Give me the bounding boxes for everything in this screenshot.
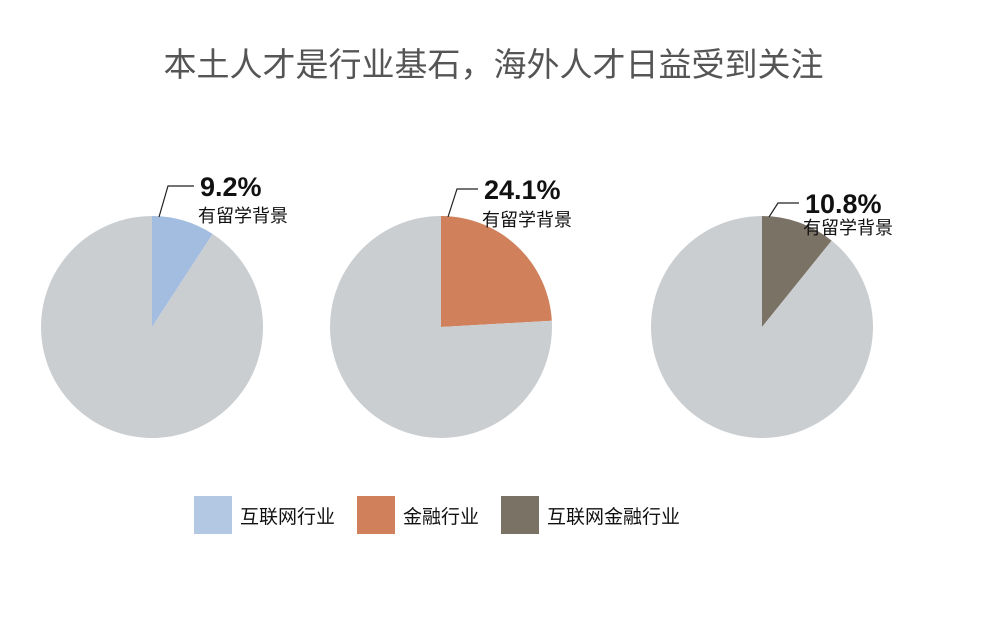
legend-label-internet-finance: 互联网金融行业 bbox=[547, 505, 681, 528]
pie-slice-finance-rest bbox=[329, 216, 552, 438]
pie-slice-finance-overseas bbox=[441, 216, 552, 327]
sub-label-internet: 有留学背景 bbox=[198, 206, 288, 227]
legend-label-internet: 互联网行业 bbox=[240, 505, 336, 528]
legend: 互联网行业 金融行业 互联网金融行业 bbox=[194, 496, 702, 534]
pie-slice-internet-rest bbox=[41, 216, 264, 438]
chart-title: 本土人才是行业基石，海外人才日益受到关注 bbox=[163, 45, 824, 84]
legend-swatch-internet-finance bbox=[501, 496, 540, 534]
value-label-finance: 24.1% bbox=[484, 175, 561, 205]
legend-item-internet-finance: 互联网金融行业 bbox=[501, 496, 680, 534]
sub-label-internet-finance: 有留学背景 bbox=[803, 218, 893, 239]
value-label-internet-finance: 10.8% bbox=[805, 189, 882, 219]
legend-swatch-finance bbox=[357, 496, 396, 534]
leader-line-internet bbox=[158, 185, 194, 218]
pie-slice-internet-finance-overseas bbox=[762, 216, 832, 327]
legend-label-finance: 金融行业 bbox=[403, 505, 480, 528]
legend-item-internet: 互联网行业 bbox=[194, 496, 335, 534]
leader-line-finance bbox=[447, 188, 478, 218]
pie-slice-internet-finance-rest bbox=[650, 216, 873, 438]
legend-swatch-internet bbox=[194, 496, 232, 534]
sub-label-finance: 有留学背景 bbox=[482, 210, 572, 231]
value-label-internet: 9.2% bbox=[200, 172, 262, 202]
legend-item-finance: 金融行业 bbox=[357, 496, 479, 534]
pie-slice-internet-overseas bbox=[152, 216, 213, 327]
leader-line-internet-finance bbox=[768, 202, 799, 218]
